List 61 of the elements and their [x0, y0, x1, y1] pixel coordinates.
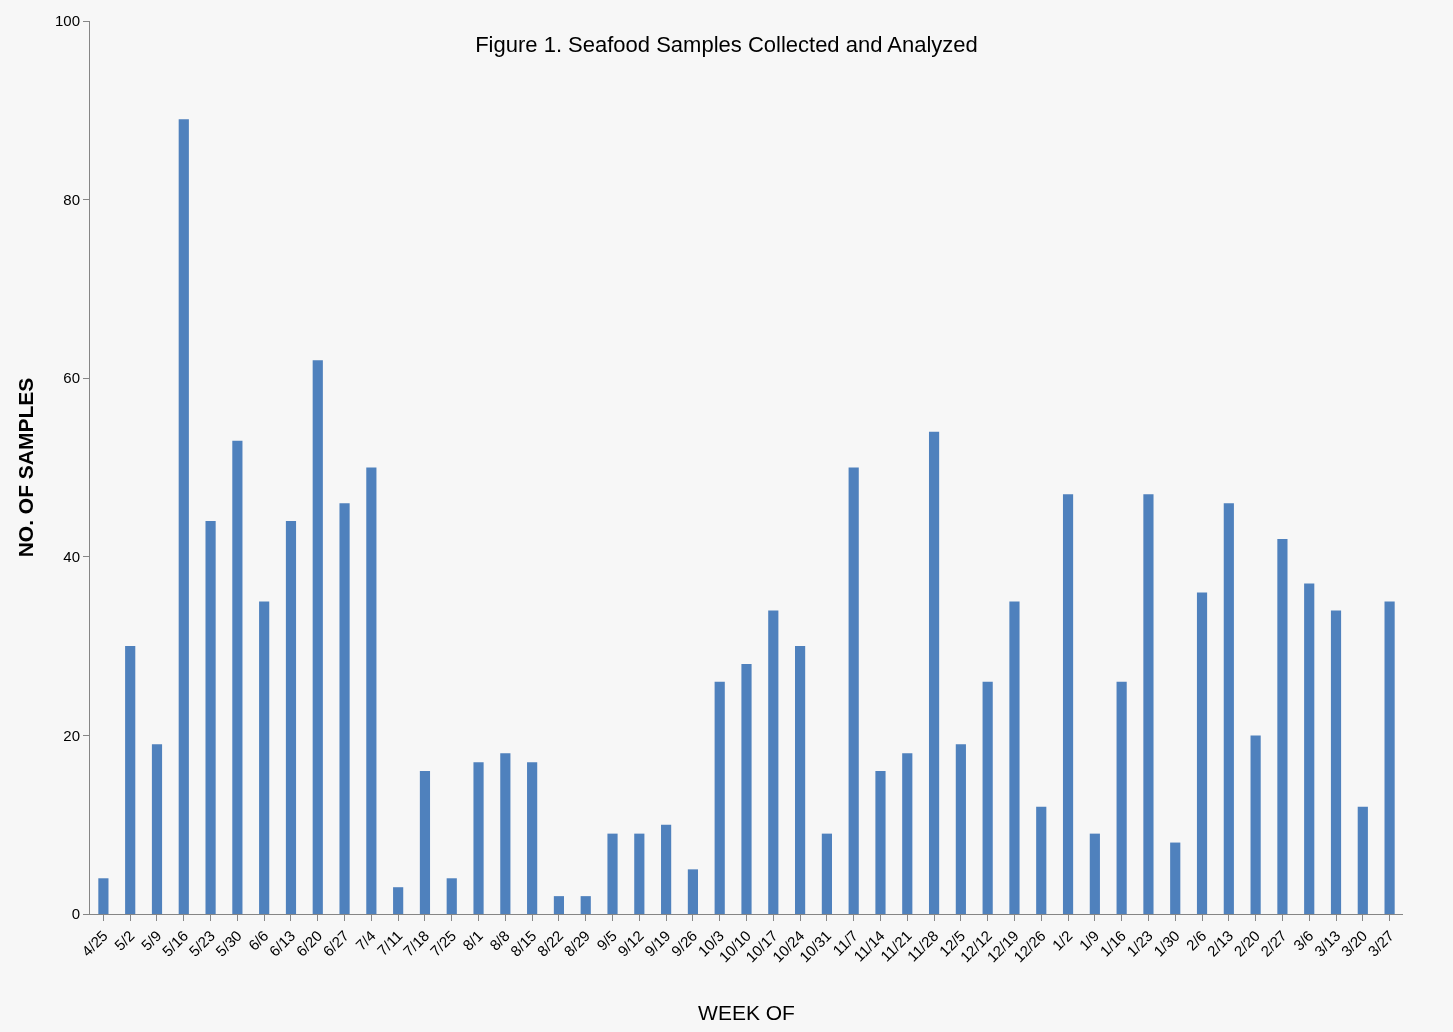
- y-tick-label: 20: [63, 726, 80, 744]
- bar: [553, 896, 565, 914]
- bar: [687, 869, 698, 914]
- bar: [419, 771, 431, 914]
- bar: [848, 467, 859, 914]
- bar: [1143, 494, 1154, 914]
- bar: [98, 878, 109, 914]
- bar: [1277, 538, 1288, 914]
- bar: [1062, 494, 1074, 914]
- bar: [232, 440, 243, 914]
- bar: [1196, 592, 1208, 914]
- y-axis-title: NO. OF SAMPLES: [14, 377, 38, 558]
- bar: [607, 833, 618, 914]
- bar: [446, 878, 457, 914]
- bar: [1250, 735, 1261, 914]
- bar: [580, 896, 591, 914]
- bar: [1089, 833, 1100, 914]
- bar: [1357, 806, 1368, 914]
- bar: [1384, 601, 1395, 914]
- bar: [875, 771, 886, 914]
- bar: [125, 646, 136, 914]
- bar: [178, 119, 189, 914]
- bar: [634, 833, 645, 914]
- x-axis-title: WEEK OF: [698, 1000, 795, 1024]
- y-tick-label: 0: [71, 905, 80, 923]
- bar: [982, 681, 993, 914]
- bar: [661, 824, 672, 914]
- bar: [821, 833, 832, 914]
- bar: [1304, 583, 1315, 914]
- bar: [285, 521, 297, 914]
- bar: [259, 601, 270, 914]
- bar: [768, 610, 779, 914]
- y-tick-label: 100: [54, 12, 80, 30]
- x-tick-label: 5/2: [110, 926, 138, 954]
- bar: [205, 521, 216, 914]
- bar: [1116, 681, 1127, 914]
- x-tick-label: 8/1: [459, 926, 486, 954]
- bar: [527, 762, 538, 914]
- bar: [339, 503, 350, 914]
- y-tick-label: 60: [63, 369, 80, 387]
- x-tick-label: 1/2: [1048, 926, 1076, 954]
- bar: [393, 887, 404, 914]
- bar: [741, 663, 752, 914]
- bar: [1330, 610, 1342, 914]
- bar: [1170, 842, 1181, 914]
- bar: [151, 744, 163, 914]
- bar: [312, 360, 323, 914]
- bar: [928, 431, 940, 914]
- bar: [795, 646, 806, 914]
- y-tick-label: 40: [63, 548, 80, 566]
- bar: [366, 467, 377, 914]
- y-tick-label: 80: [63, 190, 80, 208]
- text: Figure 1. Seafood Samples Collected and Analyzed: [475, 31, 978, 57]
- bar: [473, 762, 484, 914]
- bar: [1036, 806, 1047, 914]
- bar: [902, 753, 913, 914]
- bar: [714, 681, 725, 914]
- bar: [1223, 503, 1234, 914]
- bar: [955, 744, 966, 914]
- bar: [500, 753, 511, 914]
- bar: [1009, 601, 1020, 914]
